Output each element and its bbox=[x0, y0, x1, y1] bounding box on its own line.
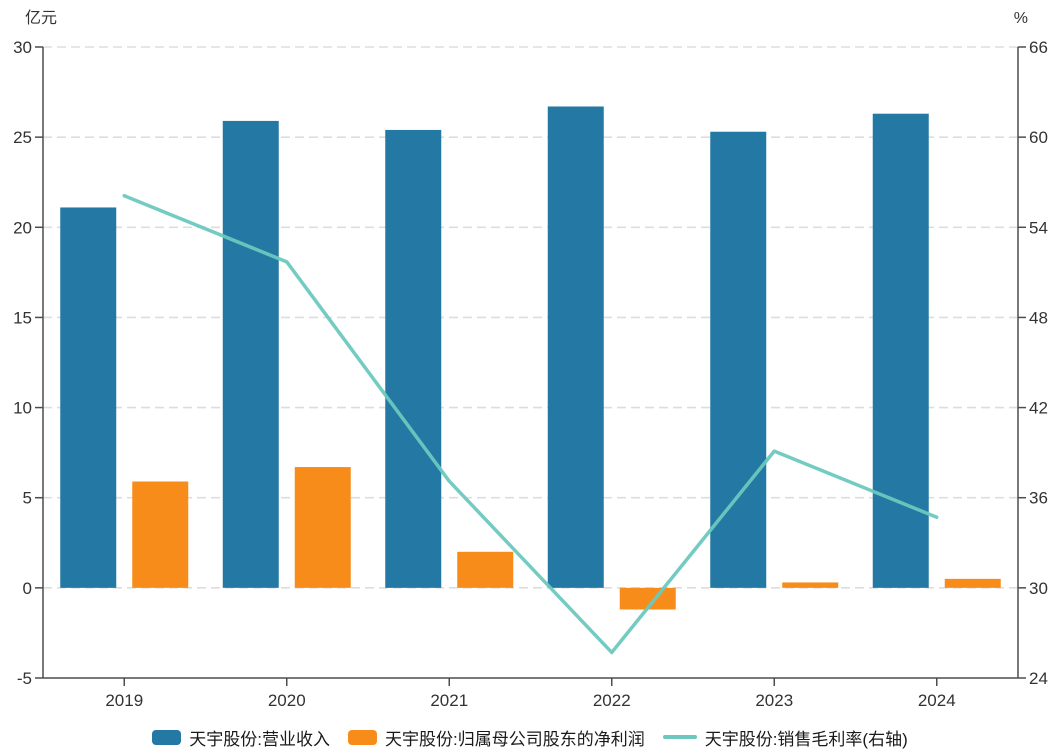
y-axis-left-tick-label: -5 bbox=[17, 669, 32, 688]
y-axis-right-tick-label: 66 bbox=[1029, 38, 1048, 57]
legend-swatch-revenue bbox=[152, 729, 182, 745]
right-axis-unit-label: % bbox=[1013, 10, 1028, 27]
bar-net-profit-2023 bbox=[782, 582, 839, 588]
x-axis-tick-label: 2020 bbox=[268, 691, 306, 710]
legend-label-gross-margin: 天宇股份:销售毛利率(右轴) bbox=[704, 729, 908, 749]
y-axis-left-tick-label: 5 bbox=[23, 489, 32, 508]
x-axis-tick-label: 2024 bbox=[918, 691, 956, 710]
y-axis-right-tick-label: 48 bbox=[1029, 308, 1048, 327]
legend-label-net-profit: 天宇股份:归属母公司股东的净利润 bbox=[384, 729, 645, 749]
legend-label-revenue: 天宇股份:营业收入 bbox=[189, 729, 330, 749]
bar-revenue-2023 bbox=[710, 131, 767, 588]
x-axis-tick-label: 2019 bbox=[105, 691, 143, 710]
bar-revenue-2021 bbox=[385, 129, 442, 588]
bar-revenue-2019 bbox=[60, 207, 117, 588]
y-axis-right-tick-label: 24 bbox=[1029, 669, 1048, 688]
y-axis-left-tick-label: 20 bbox=[13, 218, 32, 237]
y-axis-right-tick-label: 60 bbox=[1029, 128, 1048, 147]
y-axis-right-tick-label: 30 bbox=[1029, 579, 1048, 598]
legend-item-net-profit[interactable]: 天宇股份:归属母公司股东的净利润 bbox=[347, 725, 645, 750]
y-axis-right-tick-label: 36 bbox=[1029, 489, 1048, 508]
y-axis-left-tick-label: 0 bbox=[23, 579, 32, 598]
x-axis-tick-label: 2022 bbox=[593, 691, 631, 710]
bar-revenue-2022 bbox=[547, 106, 604, 588]
gross-margin-line bbox=[122, 193, 939, 655]
bar-revenue-2024 bbox=[872, 113, 929, 588]
legend-swatch-net-profit bbox=[347, 729, 377, 745]
y-axis-left-tick-label: 30 bbox=[13, 38, 32, 57]
bar-net-profit-2021 bbox=[457, 551, 514, 588]
bar-net-profit-2020 bbox=[294, 467, 351, 588]
y-axis-left-tick-label: 25 bbox=[13, 128, 32, 147]
left-axis-unit-label: 亿元 bbox=[25, 10, 58, 27]
x-axis-tick-label: 2023 bbox=[755, 691, 793, 710]
chart-legend: 天宇股份:营业收入 天宇股份:归属母公司股东的净利润 天宇股份:销售毛利率(右轴) bbox=[0, 724, 1060, 750]
legend-item-revenue[interactable]: 天宇股份:营业收入 bbox=[152, 725, 330, 750]
bar-net-profit-2024 bbox=[944, 578, 1001, 588]
y-axis-left-tick-label: 15 bbox=[13, 308, 32, 327]
bar-net-profit-2019 bbox=[132, 481, 189, 588]
bar-revenue-2020 bbox=[222, 120, 279, 588]
y-axis-right-tick-label: 54 bbox=[1029, 218, 1048, 237]
y-axis-left-tick-label: 10 bbox=[13, 399, 32, 418]
x-axis-tick-label: 2021 bbox=[430, 691, 468, 710]
y-axis-right-tick-label: 42 bbox=[1029, 399, 1048, 418]
legend-item-gross-margin[interactable]: 天宇股份:销售毛利率(右轴) bbox=[662, 725, 908, 750]
legend-swatch-gross-margin bbox=[662, 735, 697, 739]
